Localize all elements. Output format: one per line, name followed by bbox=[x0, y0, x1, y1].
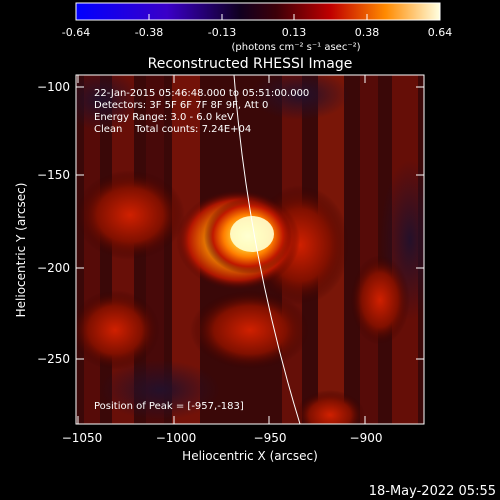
y-axis-ticks bbox=[76, 86, 424, 360]
colorbar: -0.64 -0.38 -0.13 0.13 0.38 0.64 (photon… bbox=[62, 2, 453, 53]
solar-limb-line bbox=[233, 75, 301, 424]
colorbar-gradient bbox=[75, 2, 441, 21]
y-tick-label: −150 bbox=[37, 168, 70, 182]
annotation-time-range: 22-Jan-2015 05:46:48.000 to 05:51:00.000 bbox=[94, 88, 309, 99]
rhessi-image bbox=[76, 75, 424, 424]
annotation-clean: Clean Total counts: 7.24E+04 bbox=[94, 124, 251, 135]
colorbar-tick-label: -0.13 bbox=[208, 26, 236, 39]
y-tick-label: −250 bbox=[37, 352, 70, 366]
colorbar-units: (photons cm⁻² s⁻¹ asec⁻²) bbox=[231, 42, 360, 53]
x-axis-ticks bbox=[77, 75, 366, 424]
colorbar-ticks bbox=[75, 14, 441, 20]
x-tick-label: −950 bbox=[254, 431, 287, 445]
x-axis-label: Heliocentric X (arcsec) bbox=[182, 449, 318, 463]
annotation-energy: Energy Range: 3.0 - 6.0 keV bbox=[94, 112, 234, 123]
colorbar-tick-label: -0.64 bbox=[62, 26, 90, 39]
colorbar-tick-label: -0.38 bbox=[135, 26, 163, 39]
x-tick-label: −1050 bbox=[62, 431, 103, 445]
footer-timestamp: 18-May-2022 05:55 bbox=[369, 484, 496, 499]
annotation-peak: Position of Peak = [-957,-183] bbox=[94, 401, 244, 412]
colorbar-tick-label: 0.64 bbox=[428, 26, 453, 39]
x-tick-label: −1000 bbox=[156, 431, 197, 445]
colorbar-tick-label: 0.38 bbox=[355, 26, 380, 39]
y-axis-label: Heliocentric Y (arcsec) bbox=[14, 183, 28, 318]
plot-title: Reconstructed RHESSI Image bbox=[148, 56, 353, 72]
y-tick-label: −100 bbox=[37, 80, 70, 94]
x-tick-label: −900 bbox=[350, 431, 383, 445]
plot-frame bbox=[75, 74, 425, 425]
y-tick-label: −200 bbox=[37, 261, 70, 275]
colorbar-tick-label: 0.13 bbox=[282, 26, 307, 39]
annotation-detectors: Detectors: 3F 5F 6F 7F 8F 9F, Att 0 bbox=[94, 100, 268, 111]
